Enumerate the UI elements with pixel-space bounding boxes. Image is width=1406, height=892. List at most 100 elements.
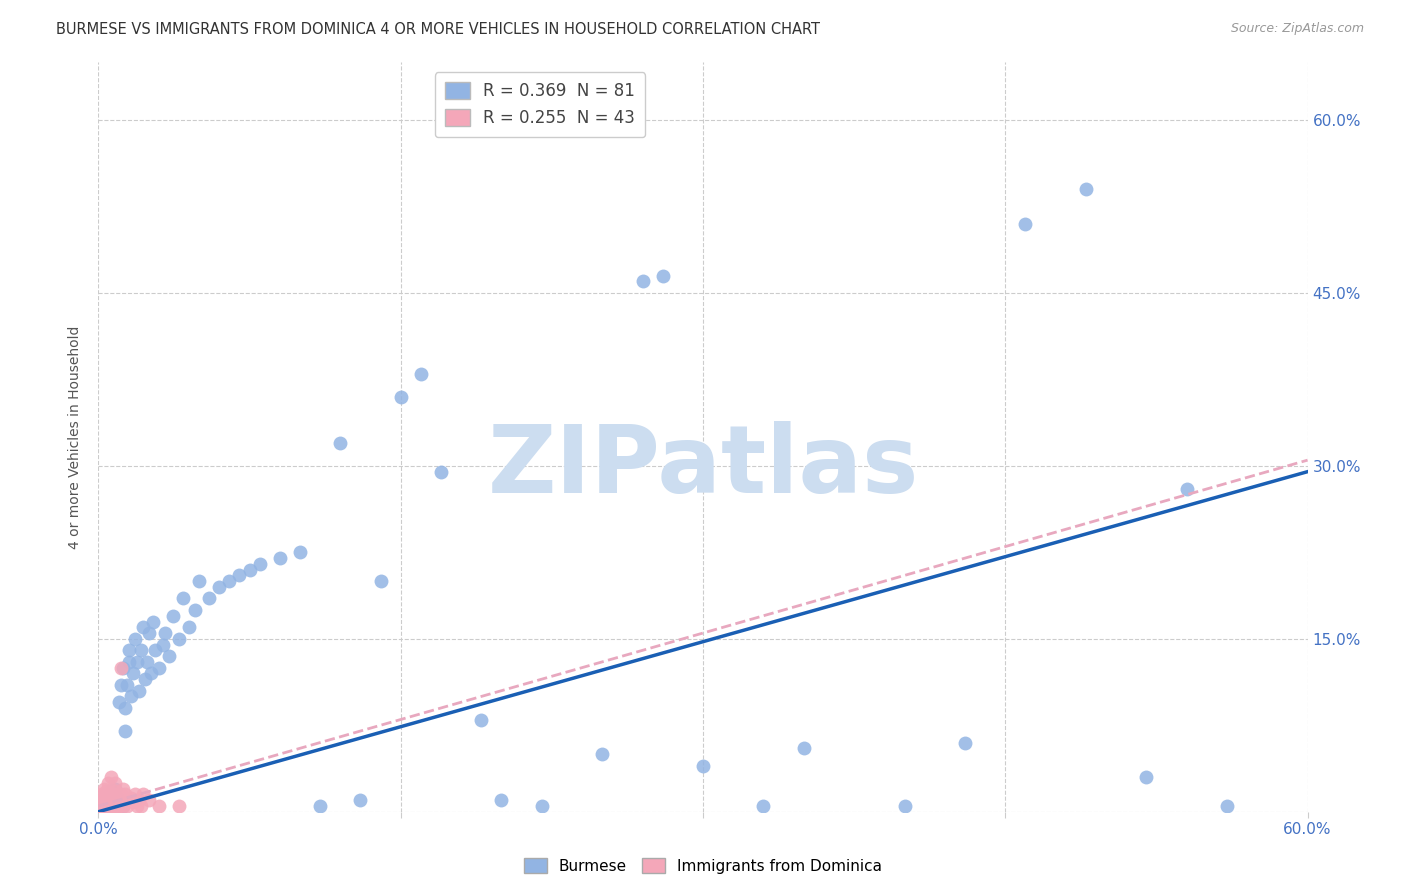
Point [132, 620, 155, 634]
Point [111, 660, 134, 674]
Point [103, 781, 125, 796]
Point [110, 678, 132, 692]
Point [105, 797, 128, 811]
Point [121, 666, 143, 681]
Point [329, 435, 352, 450]
Point [105, 788, 128, 802]
Point [188, 574, 211, 589]
Point [101, 788, 124, 802]
Point [101, 800, 124, 814]
Point [148, 660, 170, 674]
Point [91, 788, 114, 802]
Point [105, 800, 128, 814]
Point [167, 799, 190, 814]
Point [100, 770, 122, 784]
Point [208, 580, 231, 594]
Legend: Burmese, Immigrants from Dominica: Burmese, Immigrants from Dominica [517, 852, 889, 880]
Point [167, 632, 190, 646]
Point [470, 713, 492, 727]
Point [134, 672, 156, 686]
Point [138, 626, 160, 640]
Point [96, 784, 118, 798]
Point [96, 800, 118, 814]
Point [389, 390, 412, 404]
Point [692, 758, 714, 772]
Point [139, 666, 162, 681]
Point [96, 788, 118, 802]
Point [89, 793, 111, 807]
Point [114, 724, 136, 739]
Point [125, 655, 148, 669]
Point [96, 796, 118, 810]
Point [1175, 482, 1198, 496]
Point [107, 793, 129, 807]
Point [120, 690, 142, 704]
Text: ZIPatlas: ZIPatlas [488, 421, 918, 513]
Point [97, 776, 120, 790]
Point [103, 776, 125, 790]
Text: BURMESE VS IMMIGRANTS FROM DOMINICA 4 OR MORE VEHICLES IN HOUSEHOLD CORRELATION : BURMESE VS IMMIGRANTS FROM DOMINICA 4 OR… [56, 22, 820, 37]
Point [893, 799, 915, 814]
Point [135, 655, 157, 669]
Point [631, 275, 654, 289]
Point [129, 643, 152, 657]
Point [530, 799, 553, 814]
Point [349, 793, 371, 807]
Point [103, 784, 125, 798]
Point [107, 695, 129, 709]
Point [97, 801, 120, 815]
Point [172, 591, 194, 606]
Point [129, 799, 152, 814]
Point [101, 790, 124, 805]
Point [179, 620, 201, 634]
Point [93, 799, 115, 814]
Point [118, 655, 141, 669]
Point [218, 574, 240, 589]
Point [93, 793, 115, 807]
Point [288, 545, 311, 559]
Point [142, 615, 165, 629]
Y-axis label: 4 or more Vehicles in Household: 4 or more Vehicles in Household [69, 326, 83, 549]
Point [107, 799, 129, 814]
Point [143, 643, 166, 657]
Point [101, 799, 124, 814]
Point [91, 801, 114, 815]
Point [97, 793, 120, 807]
Point [110, 660, 132, 674]
Point [1135, 770, 1157, 784]
Point [430, 465, 453, 479]
Point [124, 632, 146, 646]
Point [118, 643, 141, 657]
Point [96, 797, 118, 812]
Point [100, 784, 122, 798]
Point [110, 796, 132, 810]
Text: Source: ZipAtlas.com: Source: ZipAtlas.com [1230, 22, 1364, 36]
Point [97, 790, 120, 805]
Point [110, 788, 132, 802]
Point [128, 683, 150, 698]
Point [152, 638, 174, 652]
Point [120, 790, 142, 805]
Point [491, 793, 513, 807]
Point [93, 801, 115, 815]
Point [370, 574, 392, 589]
Point [269, 551, 291, 566]
Point [125, 799, 148, 814]
Point [157, 649, 180, 664]
Point [89, 799, 111, 814]
Point [103, 793, 125, 807]
Point [752, 799, 775, 814]
Point [409, 367, 432, 381]
Point [128, 793, 150, 807]
Point [103, 797, 125, 812]
Point [114, 796, 136, 810]
Point [249, 557, 271, 571]
Point [114, 788, 136, 802]
Point [148, 799, 170, 814]
Point [111, 799, 134, 814]
Point [953, 735, 976, 749]
Point [100, 788, 122, 802]
Point [118, 793, 141, 807]
Point [132, 788, 155, 802]
Point [239, 563, 262, 577]
